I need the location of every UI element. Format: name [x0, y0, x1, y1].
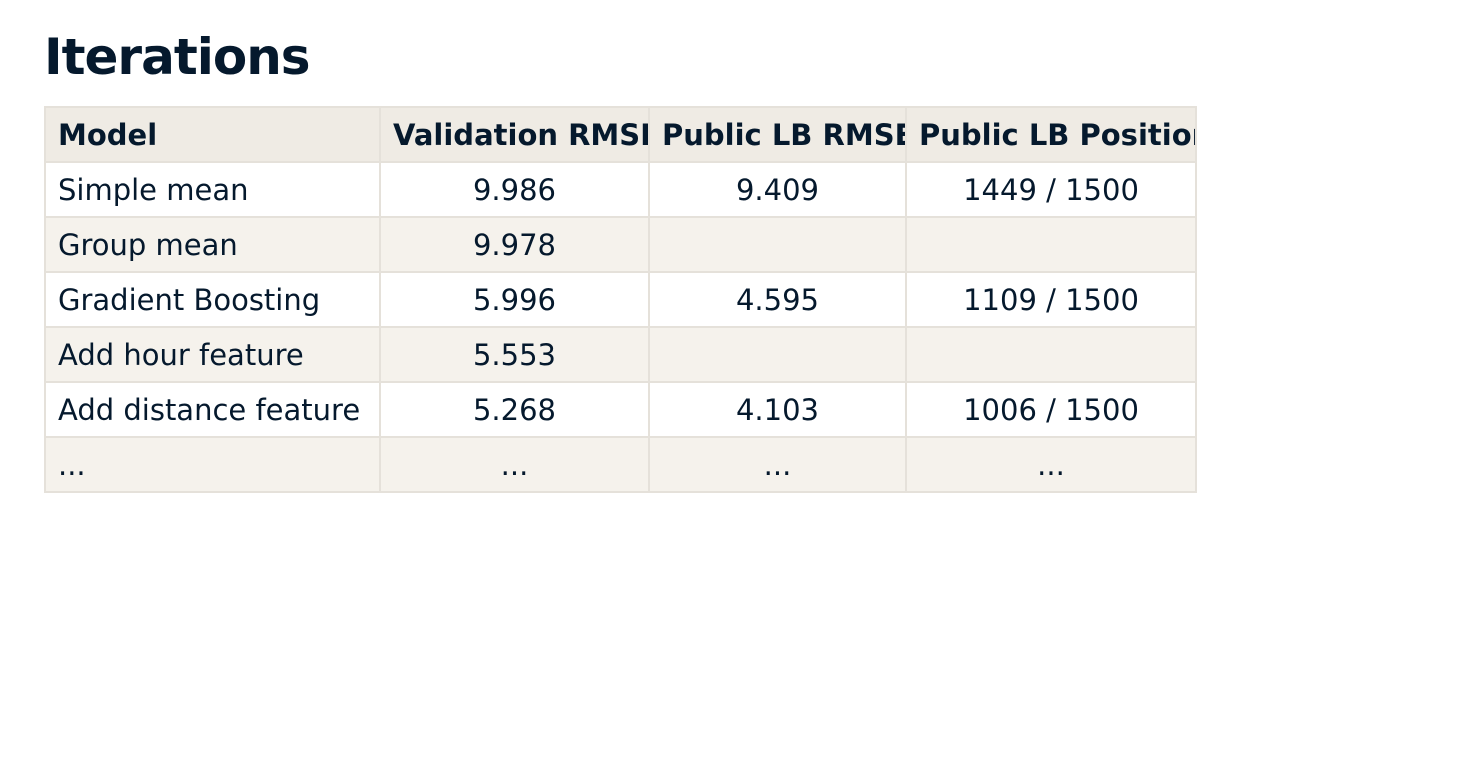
cell-model: Gradient Boosting	[44, 271, 381, 328]
table-header-row: Model Validation RMSE Public LB RMSE Pub…	[44, 106, 1197, 163]
table-row: Simple mean 9.986 9.409 1449 / 1500	[44, 161, 1197, 218]
cell-model: Simple mean	[44, 161, 381, 218]
cell-model: Add hour feature	[44, 326, 381, 383]
header-public-lb-rmse: Public LB RMSE	[648, 106, 907, 163]
table-row: Group mean 9.978	[44, 216, 1197, 273]
cell-public-lb-position	[905, 216, 1197, 273]
page-title: Iterations	[44, 28, 311, 86]
iterations-table: Model Validation RMSE Public LB RMSE Pub…	[44, 106, 1197, 493]
cell-public-lb-position: 1109 / 1500	[905, 271, 1197, 328]
header-public-lb-position: Public LB Position	[905, 106, 1197, 163]
cell-model: ...	[44, 436, 381, 493]
cell-public-lb-rmse: 4.103	[648, 381, 907, 438]
cell-public-lb-rmse	[648, 326, 907, 383]
table-row: Gradient Boosting 5.996 4.595 1109 / 150…	[44, 271, 1197, 328]
cell-validation-rmse: 9.978	[379, 216, 650, 273]
cell-model: Group mean	[44, 216, 381, 273]
header-validation-rmse: Validation RMSE	[379, 106, 650, 163]
cell-validation-rmse: 5.996	[379, 271, 650, 328]
cell-validation-rmse: 5.553	[379, 326, 650, 383]
cell-public-lb-position: ...	[905, 436, 1197, 493]
cell-validation-rmse: 9.986	[379, 161, 650, 218]
cell-public-lb-rmse: 4.595	[648, 271, 907, 328]
cell-validation-rmse: ...	[379, 436, 650, 493]
cell-public-lb-rmse: 9.409	[648, 161, 907, 218]
cell-public-lb-rmse	[648, 216, 907, 273]
cell-validation-rmse: 5.268	[379, 381, 650, 438]
cell-public-lb-position: 1006 / 1500	[905, 381, 1197, 438]
header-model: Model	[44, 106, 381, 163]
cell-public-lb-rmse: ...	[648, 436, 907, 493]
table-row: Add hour feature 5.553	[44, 326, 1197, 383]
cell-public-lb-position	[905, 326, 1197, 383]
cell-public-lb-position: 1449 / 1500	[905, 161, 1197, 218]
cell-model: Add distance feature	[44, 381, 381, 438]
table-row: ... ... ... ...	[44, 436, 1197, 493]
table-row: Add distance feature 5.268 4.103 1006 / …	[44, 381, 1197, 438]
